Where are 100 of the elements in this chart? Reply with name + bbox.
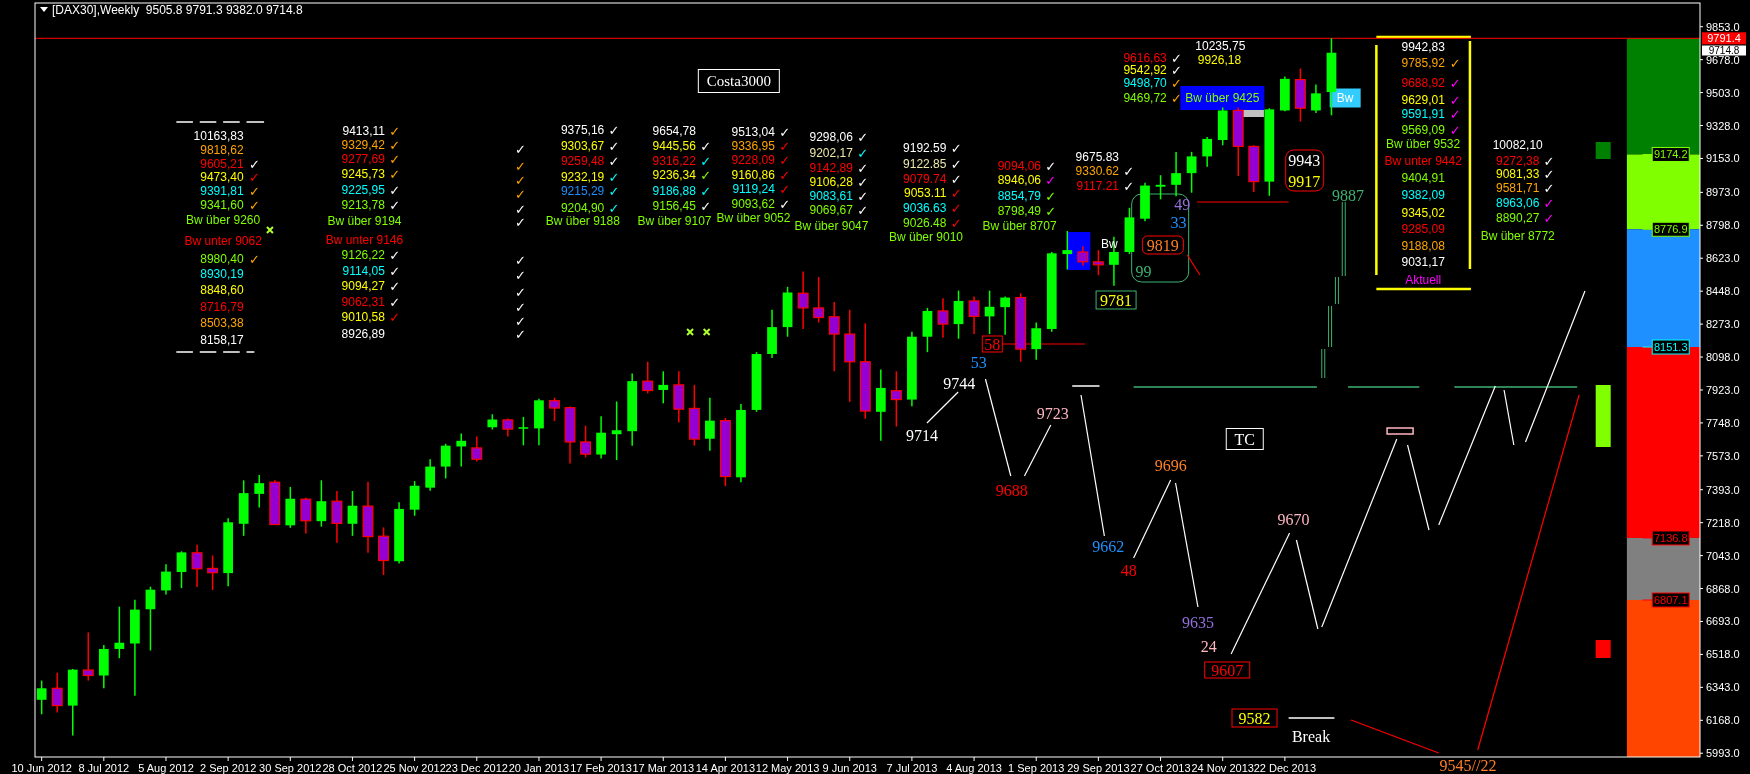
annotation: 8980,40 [200,252,244,266]
annotation: 9688,92 [1401,76,1446,90]
annotation: 8503,38 [200,316,244,330]
annotation: ✓ [1449,122,1461,138]
annotation: 9106,28 [809,175,854,189]
annotation: ✓ [779,181,791,197]
y-tick-label: 9153.0 [1706,152,1740,165]
candlestick [36,679,47,716]
annotation: ✓ [248,183,260,199]
candlestick [316,479,327,528]
x-tick-label: 24 Nov 2013 [1191,762,1254,774]
annotation: 9785,92 [1401,56,1446,70]
annotation: ✓ [515,284,526,300]
annotation: ✓ [608,153,620,169]
annotation: 9445,56 [652,139,697,153]
text: 9714.8 [1708,45,1740,56]
annotation: 10235,75 [1195,39,1246,53]
annotation: 9696 [1154,456,1187,474]
annotation: Bw über 8707 [982,219,1057,233]
annotation: 9053.11 [903,186,947,200]
x-tick-label: 8 Jul 2012 [78,762,130,774]
annotation: 9142,89 [809,161,854,175]
annotation: ✓ [1449,92,1461,108]
annotation: 9316,22 [652,154,697,168]
annotation: 9160,86 [731,168,776,182]
annotation: 9654,78 [652,124,697,138]
x-tick-label: 14 Apr 2013 [695,762,756,774]
annotation: 99 [1135,262,1152,280]
y-tick-label: 6868.0 [1706,582,1740,595]
candlestick [300,496,312,535]
x-tick-label: 1 Sep 2013 [1008,762,1065,774]
annotation: 48 [1120,561,1137,579]
annotation: ✓ [608,183,620,199]
x-tick-label: 20 Jan 2013 [508,762,570,774]
annotation: Bw über 9047 [794,219,869,233]
annotation: ✓ [1449,75,1461,91]
annotation: ✓ [248,156,260,172]
annotation: ✓ [700,153,712,169]
annotation: ✓ [515,299,526,315]
annotation: ✓ [389,151,401,167]
annotation: ✓ [515,201,526,217]
y-tick-label: 7923.0 [1706,383,1740,396]
candlestick [518,416,529,447]
annotation: ✓ [700,183,712,199]
y-tick-label: 9328.0 [1706,119,1740,132]
annotation: 9662 [1092,537,1125,555]
candlestick [176,550,187,589]
annotation: 9616,63 [1123,51,1168,65]
annotation: 9298,06 [809,130,854,144]
annotation: 9277,69 [341,152,386,166]
annotation: 9117.21 [1076,179,1120,193]
annotation: 10163,83 [193,129,244,143]
annotation: 9473,40 [200,170,244,184]
y-tick-label: 5993.0 [1706,747,1740,760]
y-tick-label: 6343.0 [1706,681,1740,694]
annotation: ✓ [389,278,401,294]
candlestick [611,400,622,461]
annotation: 9285,09 [1401,222,1446,236]
candlestick [456,432,467,468]
y-tick-label: 8273.0 [1706,318,1740,331]
annotation: ✓ [1543,180,1555,196]
candlestick [1311,83,1321,114]
candlestick [1171,151,1181,198]
annotation: 8963,06 [1496,196,1540,210]
annotation: 9192.59 [903,141,947,155]
annotation: ✓ [950,140,962,156]
annotation: ✓ [248,251,260,267]
annotation: ✓ [248,169,260,185]
band-label: 9174.2 [1653,148,1688,161]
annotation: ✓ [1543,210,1555,226]
annotation: ✓ [608,169,620,185]
band-label: 7136.8 [1653,531,1688,544]
candlestick [953,289,964,340]
annotation: 9591,91 [1401,107,1446,121]
candlestick [937,297,949,339]
x-tick-label: 27 Oct 2013 [1130,762,1191,774]
candlestick [813,276,825,324]
x-tick-label: 9 Jun 2013 [822,762,877,774]
annotation: 9943 [1288,151,1321,169]
annotation: 9114,05 [342,264,386,278]
annotation: ✓ [389,123,401,139]
annotation: ✓ [389,182,401,198]
annotation: 9714 [906,426,939,444]
candlestick [828,301,840,373]
candlestick [207,554,219,591]
annotation: ✓ [857,129,869,145]
annotation: TC [1234,430,1255,448]
annotation: Bw über 9052 [716,211,791,225]
candlestick [82,631,94,682]
annotation: ✓ [1045,203,1057,219]
annotation: 8946,06 [997,173,1042,187]
annotation: 9026.48 [903,216,947,230]
candlestick [580,424,592,459]
annotation: 9272,38 [1496,154,1540,168]
annotation: ✓ [779,167,791,183]
annotation: ✓ [515,313,526,329]
annotation: ✓ [857,145,869,161]
x-tick-label: 10 Jun 2012 [11,762,72,774]
annotation: ✓ [1045,172,1057,188]
x-tick-label: 23 Dec 2012 [445,762,508,774]
